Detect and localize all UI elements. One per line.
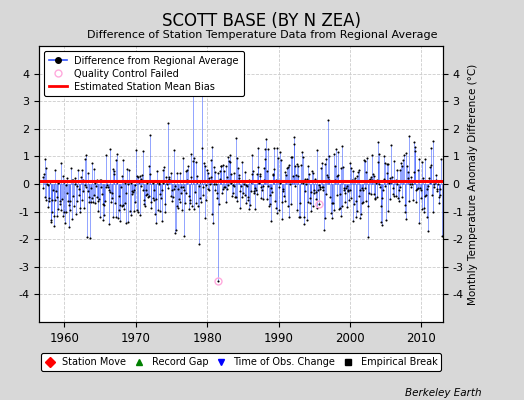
Y-axis label: Monthly Temperature Anomaly Difference (°C): Monthly Temperature Anomaly Difference (… (468, 63, 478, 305)
Text: Difference of Station Temperature Data from Regional Average: Difference of Station Temperature Data f… (87, 30, 437, 40)
Legend: Station Move, Record Gap, Time of Obs. Change, Empirical Break: Station Move, Record Gap, Time of Obs. C… (41, 353, 441, 371)
Text: SCOTT BASE (BY N ZEA): SCOTT BASE (BY N ZEA) (162, 12, 362, 30)
Text: Berkeley Earth: Berkeley Earth (406, 388, 482, 398)
